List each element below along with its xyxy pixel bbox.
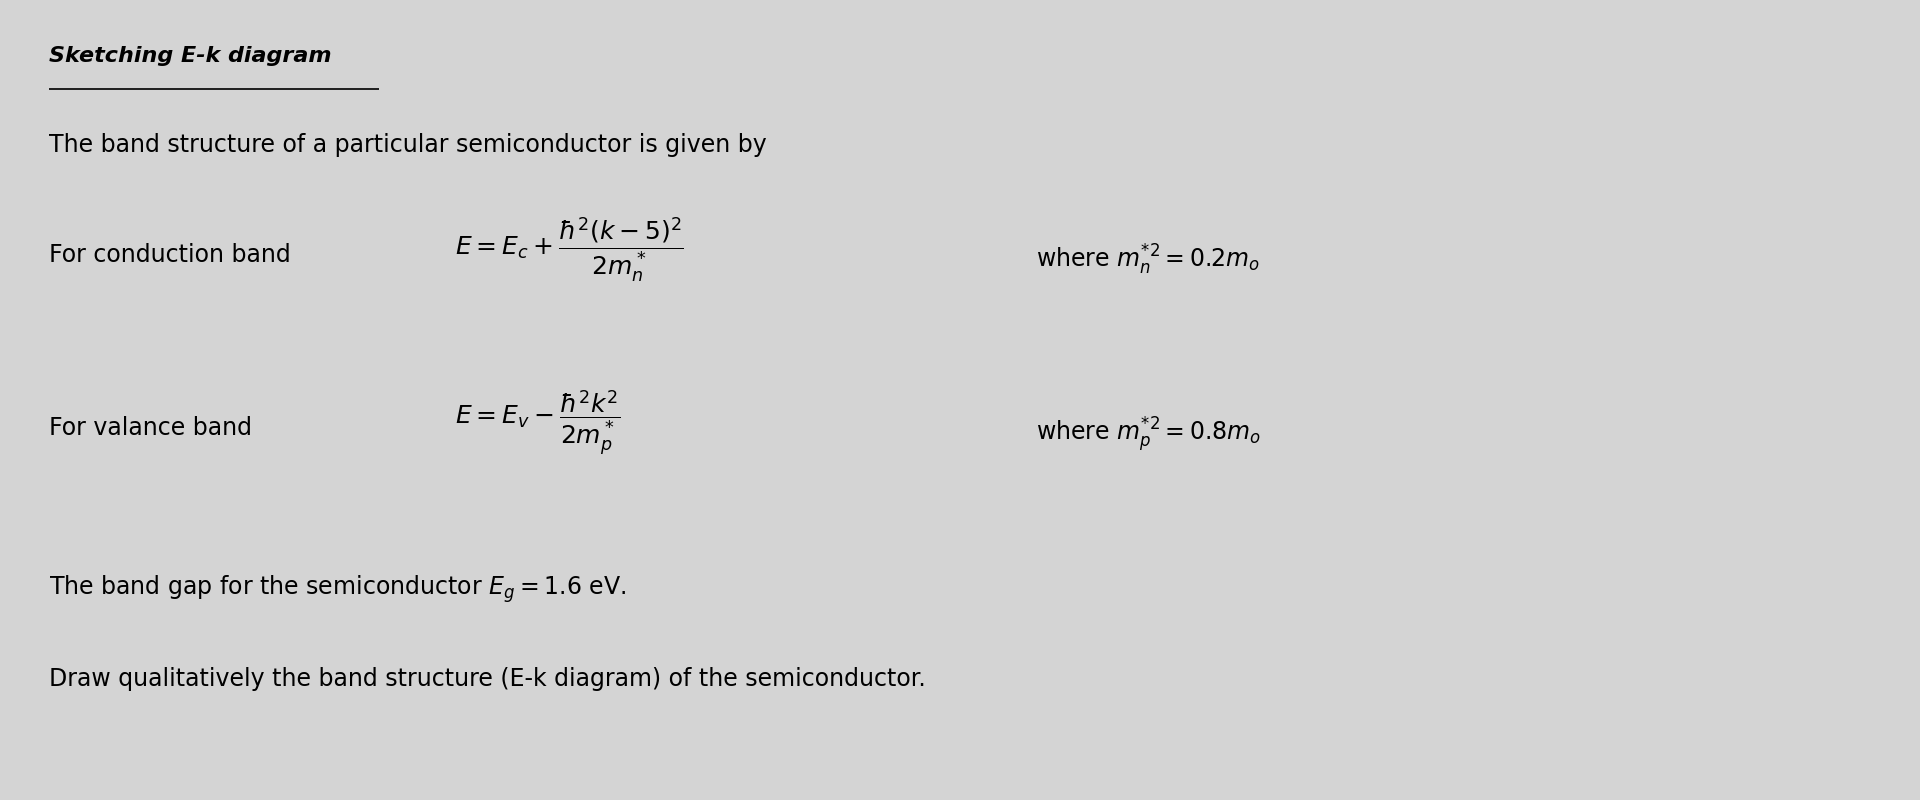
Text: For conduction band: For conduction band [48, 242, 290, 266]
Text: The band gap for the semiconductor $E_g = 1.6$ eV.: The band gap for the semiconductor $E_g … [48, 573, 626, 605]
Text: where $m_n^{*2} = 0.2m_o$: where $m_n^{*2} = 0.2m_o$ [1037, 242, 1260, 277]
Text: $E = E_v - \dfrac{\hbar^2 k^2}{2m_p^*}$: $E = E_v - \dfrac{\hbar^2 k^2}{2m_p^*}$ [455, 388, 620, 457]
Text: For valance band: For valance band [48, 416, 252, 440]
Text: where $m_p^{*2} = 0.8m_o$: where $m_p^{*2} = 0.8m_o$ [1037, 416, 1261, 454]
Text: $E = E_c + \dfrac{\hbar^2(k-5)^2}{2m_n^*}$: $E = E_c + \dfrac{\hbar^2(k-5)^2}{2m_n^*… [455, 215, 684, 284]
Text: Draw qualitatively the band structure (E-k diagram) of the semiconductor.: Draw qualitatively the band structure (E… [48, 667, 925, 691]
Text: The band structure of a particular semiconductor is given by: The band structure of a particular semic… [48, 133, 766, 157]
Text: Sketching E-k diagram: Sketching E-k diagram [48, 46, 332, 66]
